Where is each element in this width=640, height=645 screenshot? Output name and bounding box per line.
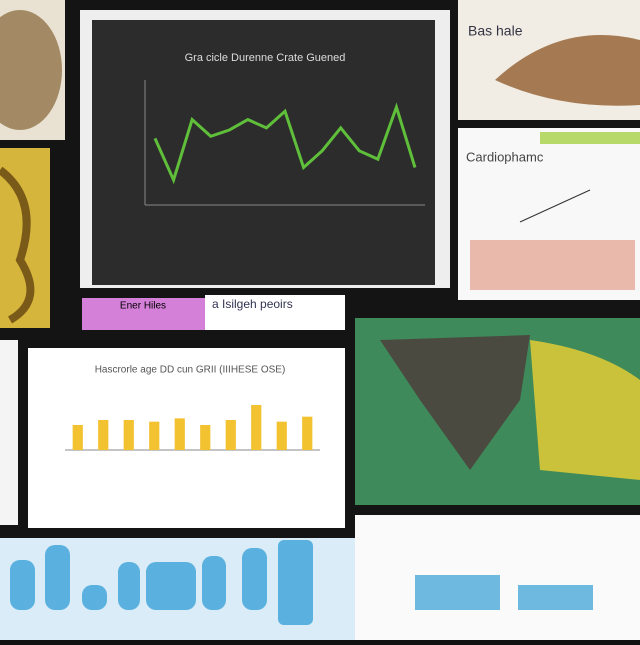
- bar: [72, 425, 83, 450]
- pink-note-text: Ener Hiles: [120, 301, 166, 312]
- pink-note: [82, 298, 205, 330]
- data-line: [153, 102, 417, 185]
- bar: [98, 420, 109, 450]
- whale-label: Bas hale: [468, 23, 523, 39]
- mini-bar-group: [518, 585, 593, 610]
- infographic-band: [540, 132, 640, 144]
- bar: [225, 420, 236, 450]
- bar: [251, 405, 262, 450]
- illustration-wing: [530, 340, 640, 480]
- bar: [123, 420, 134, 450]
- cell: [242, 548, 267, 610]
- bar: [149, 421, 160, 450]
- infographic-bars: [470, 240, 635, 290]
- cell: [278, 540, 313, 625]
- line-chart-title: Gra cicle Durenne Crate Guened: [185, 52, 346, 64]
- cell: [118, 562, 140, 610]
- cell: [146, 562, 196, 610]
- cell: [202, 556, 226, 610]
- bar-chart-title: Hascrorle age DD cun GRII (IIIHESE OSE): [95, 365, 286, 376]
- caption: a Isilgeh peoirs: [212, 297, 293, 311]
- mini-bars: [415, 575, 593, 610]
- bar: [200, 425, 211, 450]
- mini-bar-group: [415, 575, 500, 610]
- cells: [10, 540, 313, 625]
- yellow-figure: [0, 166, 35, 324]
- cell: [10, 560, 35, 610]
- bar: [276, 421, 287, 450]
- whale: [495, 35, 640, 106]
- cell: [45, 545, 70, 610]
- line-chart-panel: [92, 20, 435, 285]
- bar: [174, 418, 185, 450]
- infographic-curve: [519, 189, 591, 223]
- illustration-body: [380, 335, 530, 470]
- sketch: [0, 10, 62, 130]
- side-strip: [0, 340, 18, 525]
- cell: [82, 585, 107, 610]
- infographic-title: Cardiophamc: [466, 149, 544, 164]
- bar: [302, 416, 313, 450]
- caption-panel: [205, 295, 345, 330]
